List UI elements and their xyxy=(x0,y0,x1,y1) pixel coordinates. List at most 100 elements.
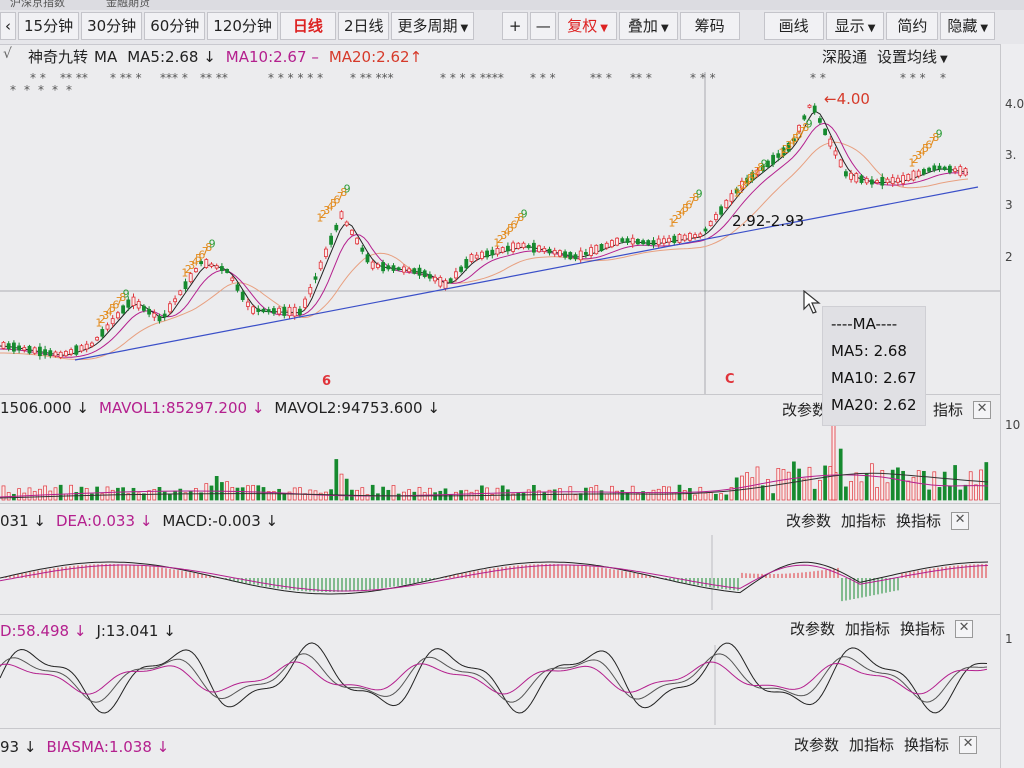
candle-body xyxy=(292,306,297,317)
volume-bar xyxy=(183,492,188,501)
candle-body xyxy=(844,171,848,177)
candle-body xyxy=(516,242,521,249)
volume-bar xyxy=(480,485,484,501)
volume-bar xyxy=(979,469,983,501)
simple-mode-button[interactable]: 简约 xyxy=(886,12,939,40)
candle-body xyxy=(407,268,412,273)
overlay-dropdown[interactable]: 叠加 ▼ xyxy=(618,12,678,40)
display-dropdown[interactable]: 显示 ▼ xyxy=(825,12,885,40)
nine-turn-count: 7 xyxy=(337,190,344,203)
add-indicator-button[interactable]: 加指标 xyxy=(845,620,891,638)
volume-bar xyxy=(698,486,703,501)
scroll-left-button[interactable]: ‹ xyxy=(0,12,16,40)
volume-bar xyxy=(407,489,411,501)
draw-line-button[interactable]: 画线 xyxy=(763,12,824,40)
indicator-name[interactable]: 神奇九转 xyxy=(28,48,89,66)
top-tab[interactable]: 沪深京指数 xyxy=(10,0,65,9)
volume-bar xyxy=(417,486,422,501)
candle-body xyxy=(334,224,339,231)
nine-turn-count: 5 xyxy=(682,202,689,215)
volume-bar xyxy=(147,490,151,501)
volume-bar xyxy=(958,489,963,501)
volume-bar xyxy=(729,487,734,501)
volume-bar xyxy=(573,494,578,501)
candle-body xyxy=(667,237,671,243)
nine-turn-count: 2 xyxy=(320,208,327,221)
candle-body xyxy=(656,238,661,246)
nine-turn-count: 8 xyxy=(757,161,764,174)
period-120min-button[interactable]: 120分钟 xyxy=(207,12,278,40)
zoom-in-button[interactable]: + xyxy=(502,12,529,40)
period-60min-button[interactable]: 60分钟 xyxy=(144,12,206,40)
volume-bar xyxy=(932,471,937,501)
indicator-button-partial[interactable]: 指标 xyxy=(933,401,964,419)
change-params-button[interactable]: 改参数 xyxy=(790,620,836,638)
candle-body xyxy=(573,254,578,260)
down-arrow-icon: ↓ xyxy=(163,622,176,640)
swap-indicator-button[interactable]: 换指标 xyxy=(900,620,946,638)
volume-bar xyxy=(766,479,770,501)
hk-connect-link[interactable]: 深股通 xyxy=(822,48,868,66)
swap-indicator-button[interactable]: 换指标 xyxy=(896,512,942,530)
change-params-button[interactable]: 改参数 xyxy=(786,512,832,530)
candle-body xyxy=(391,265,396,271)
signal-mark: *** * xyxy=(160,71,188,85)
ma-settings-dropdown[interactable]: 设置均线 ▼ xyxy=(877,46,948,67)
more-period-dropdown[interactable]: 更多周期 ▼ xyxy=(391,12,475,40)
hide-dropdown[interactable]: 隐藏 ▼ xyxy=(940,12,996,40)
top-tab[interactable]: 金融期货 xyxy=(106,0,150,9)
candle-body xyxy=(1,341,6,349)
bias-value: 93 ↓ xyxy=(0,738,36,756)
dea-text: DEA:0.033 xyxy=(56,512,136,530)
volume-bar xyxy=(204,483,209,501)
nine-turn-count: 1 xyxy=(908,156,915,169)
candle-body xyxy=(22,347,27,351)
add-indicator-button[interactable]: 加指标 xyxy=(849,736,895,754)
period-30min-button[interactable]: 30分钟 xyxy=(81,12,143,40)
bias-legend: 93 ↓ BIASMA:1.038 ↓ xyxy=(0,738,169,756)
volume-bar xyxy=(90,493,94,501)
flat-icon: – xyxy=(311,47,319,66)
panel-divider xyxy=(0,614,1000,615)
nine-turn-count: 8 xyxy=(692,191,699,204)
chips-button[interactable]: 筹码 xyxy=(679,12,740,40)
bias-text: 93 xyxy=(0,738,20,756)
candle-body xyxy=(121,305,125,314)
period-daily-button[interactable]: 日线 xyxy=(279,12,336,40)
candle-body xyxy=(542,248,547,252)
candle-body xyxy=(625,238,630,243)
period-15min-button[interactable]: 15分钟 xyxy=(18,12,80,40)
close-icon[interactable]: ✕ xyxy=(973,400,992,419)
main-legend: 神奇九转 MA MA5:2.68 ↓ MA10:2.67 – MA20:2.62… xyxy=(28,46,422,67)
axis-label: 2 xyxy=(1005,250,1013,264)
candle-body xyxy=(578,250,583,261)
signal-mark: * * * xyxy=(690,71,716,85)
swap-indicator-button[interactable]: 换指标 xyxy=(904,736,950,754)
candle-body xyxy=(443,280,448,289)
event-marker-left[interactable]: 6 xyxy=(322,374,332,389)
change-params-button[interactable]: 改参数 xyxy=(794,736,840,754)
add-indicator-button[interactable]: 加指标 xyxy=(841,512,887,530)
period-2day-button[interactable]: 2日线 xyxy=(337,12,390,40)
event-marker-right[interactable]: C xyxy=(725,372,735,387)
volume-bar xyxy=(885,482,890,501)
nine-turn-count: 9 xyxy=(123,288,130,301)
close-icon[interactable]: ✕ xyxy=(955,619,974,638)
volume-bar xyxy=(828,466,833,501)
chart-canvas[interactable]: * * ** ** * ** * *** * ** ** * * * * * * * ** … xyxy=(0,0,1000,768)
candle-body xyxy=(662,238,666,244)
axis-label: 10 xyxy=(1005,418,1021,432)
candle-body xyxy=(786,142,791,152)
close-icon[interactable]: ✕ xyxy=(959,735,978,754)
candle-body xyxy=(386,265,391,270)
nine-turn-count: 6 xyxy=(925,138,932,151)
volume-bar xyxy=(656,488,661,501)
down-arrow-icon: ↓ xyxy=(203,47,216,66)
support-range-label: 2.92-2.93 xyxy=(732,212,805,230)
candle-body xyxy=(672,235,677,243)
candle-body xyxy=(916,170,921,177)
change-params-button[interactable]: 改参数 xyxy=(782,401,828,419)
zoom-out-button[interactable]: — xyxy=(530,12,557,40)
fuquan-dropdown[interactable]: 复权 ▼ xyxy=(558,12,617,40)
close-icon[interactable]: ✕ xyxy=(951,511,970,530)
